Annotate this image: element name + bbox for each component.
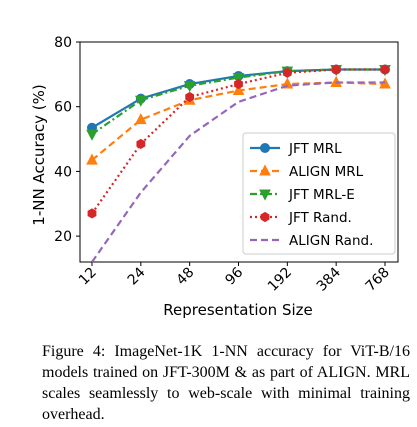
legend-box [242, 132, 396, 255]
legend-label: JFT Rand. [288, 210, 352, 226]
y-tick-label: 80 [54, 35, 72, 51]
x-tick-label: 768 [363, 265, 393, 295]
data-point [232, 73, 245, 85]
data-point [232, 83, 245, 96]
data-point [136, 138, 146, 149]
y-axis-title: 1-NN Accuracy (%) [30, 84, 48, 225]
legend-label: JFT MRL [288, 141, 342, 157]
legend-label: ALIGN Rand. [289, 233, 373, 249]
x-tick-label: 48 [174, 265, 198, 289]
data-point [87, 208, 97, 219]
y-tick-label: 60 [54, 100, 72, 116]
y-tick-label: 20 [54, 229, 72, 245]
data-point [183, 81, 196, 93]
x-tick-label: 192 [265, 265, 295, 295]
x-tick-label: 384 [314, 264, 344, 294]
data-point [331, 64, 341, 75]
data-point [86, 153, 98, 165]
legend: JFT MRL ALIGN MRL JFT MRL-E JFT Rand. ALIGN … [242, 132, 396, 255]
x-tick-label: 96 [222, 264, 246, 288]
y-tick-label: 40 [54, 164, 72, 180]
data-point [260, 211, 270, 223]
legend-label: JFT MRL-E [288, 187, 355, 203]
series-line [91, 81, 385, 263]
data-point [282, 67, 292, 78]
data-point [259, 189, 271, 201]
figure-caption: Figure 4: ImageNet-1K 1-NN accuracy for … [42, 343, 410, 423]
data-point [135, 95, 147, 107]
x-axis-title: Representation Size [163, 301, 312, 319]
legend-label: ALIGN MRL [289, 164, 364, 180]
x-tick-label: 24 [125, 264, 149, 288]
data-point [259, 164, 271, 176]
data-point [135, 113, 147, 125]
data-point [86, 129, 98, 141]
x-tick-label: 12 [76, 265, 100, 289]
data-point [234, 78, 243, 90]
data-point [380, 64, 390, 75]
data-point [260, 143, 270, 153]
data-point [185, 91, 195, 103]
